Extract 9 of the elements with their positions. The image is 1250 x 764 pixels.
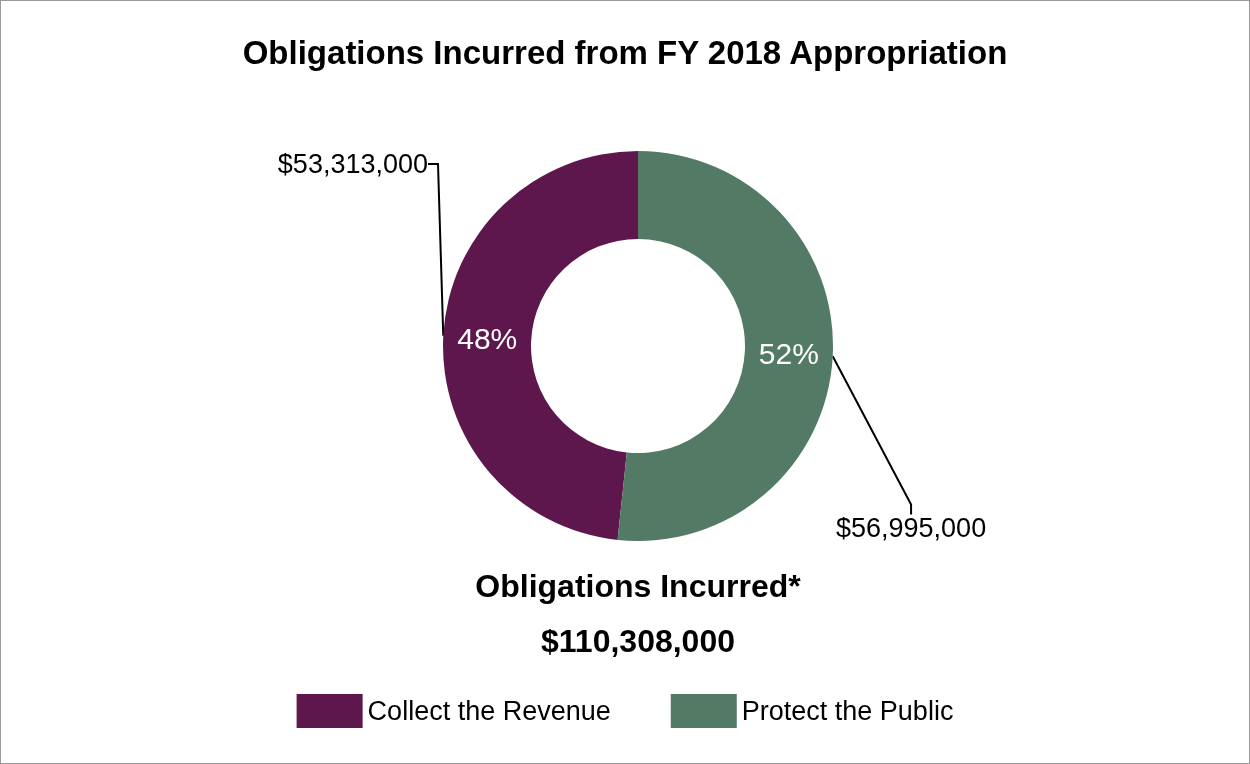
text: 48%	[457, 321, 518, 355]
data-label: $56,995,000	[836, 513, 987, 543]
text: Obligations Incurred*	[475, 568, 802, 604]
chart-title: Obligations Incurred from FY 2018 Appropriation	[242, 34, 1008, 71]
data-label: $53,313,000	[277, 149, 428, 179]
legend-label: Protect the Public	[741, 696, 954, 726]
legend-label: Collect the Revenue	[367, 696, 611, 726]
text: $110,308,000	[541, 623, 735, 659]
text: 52%	[758, 337, 819, 371]
